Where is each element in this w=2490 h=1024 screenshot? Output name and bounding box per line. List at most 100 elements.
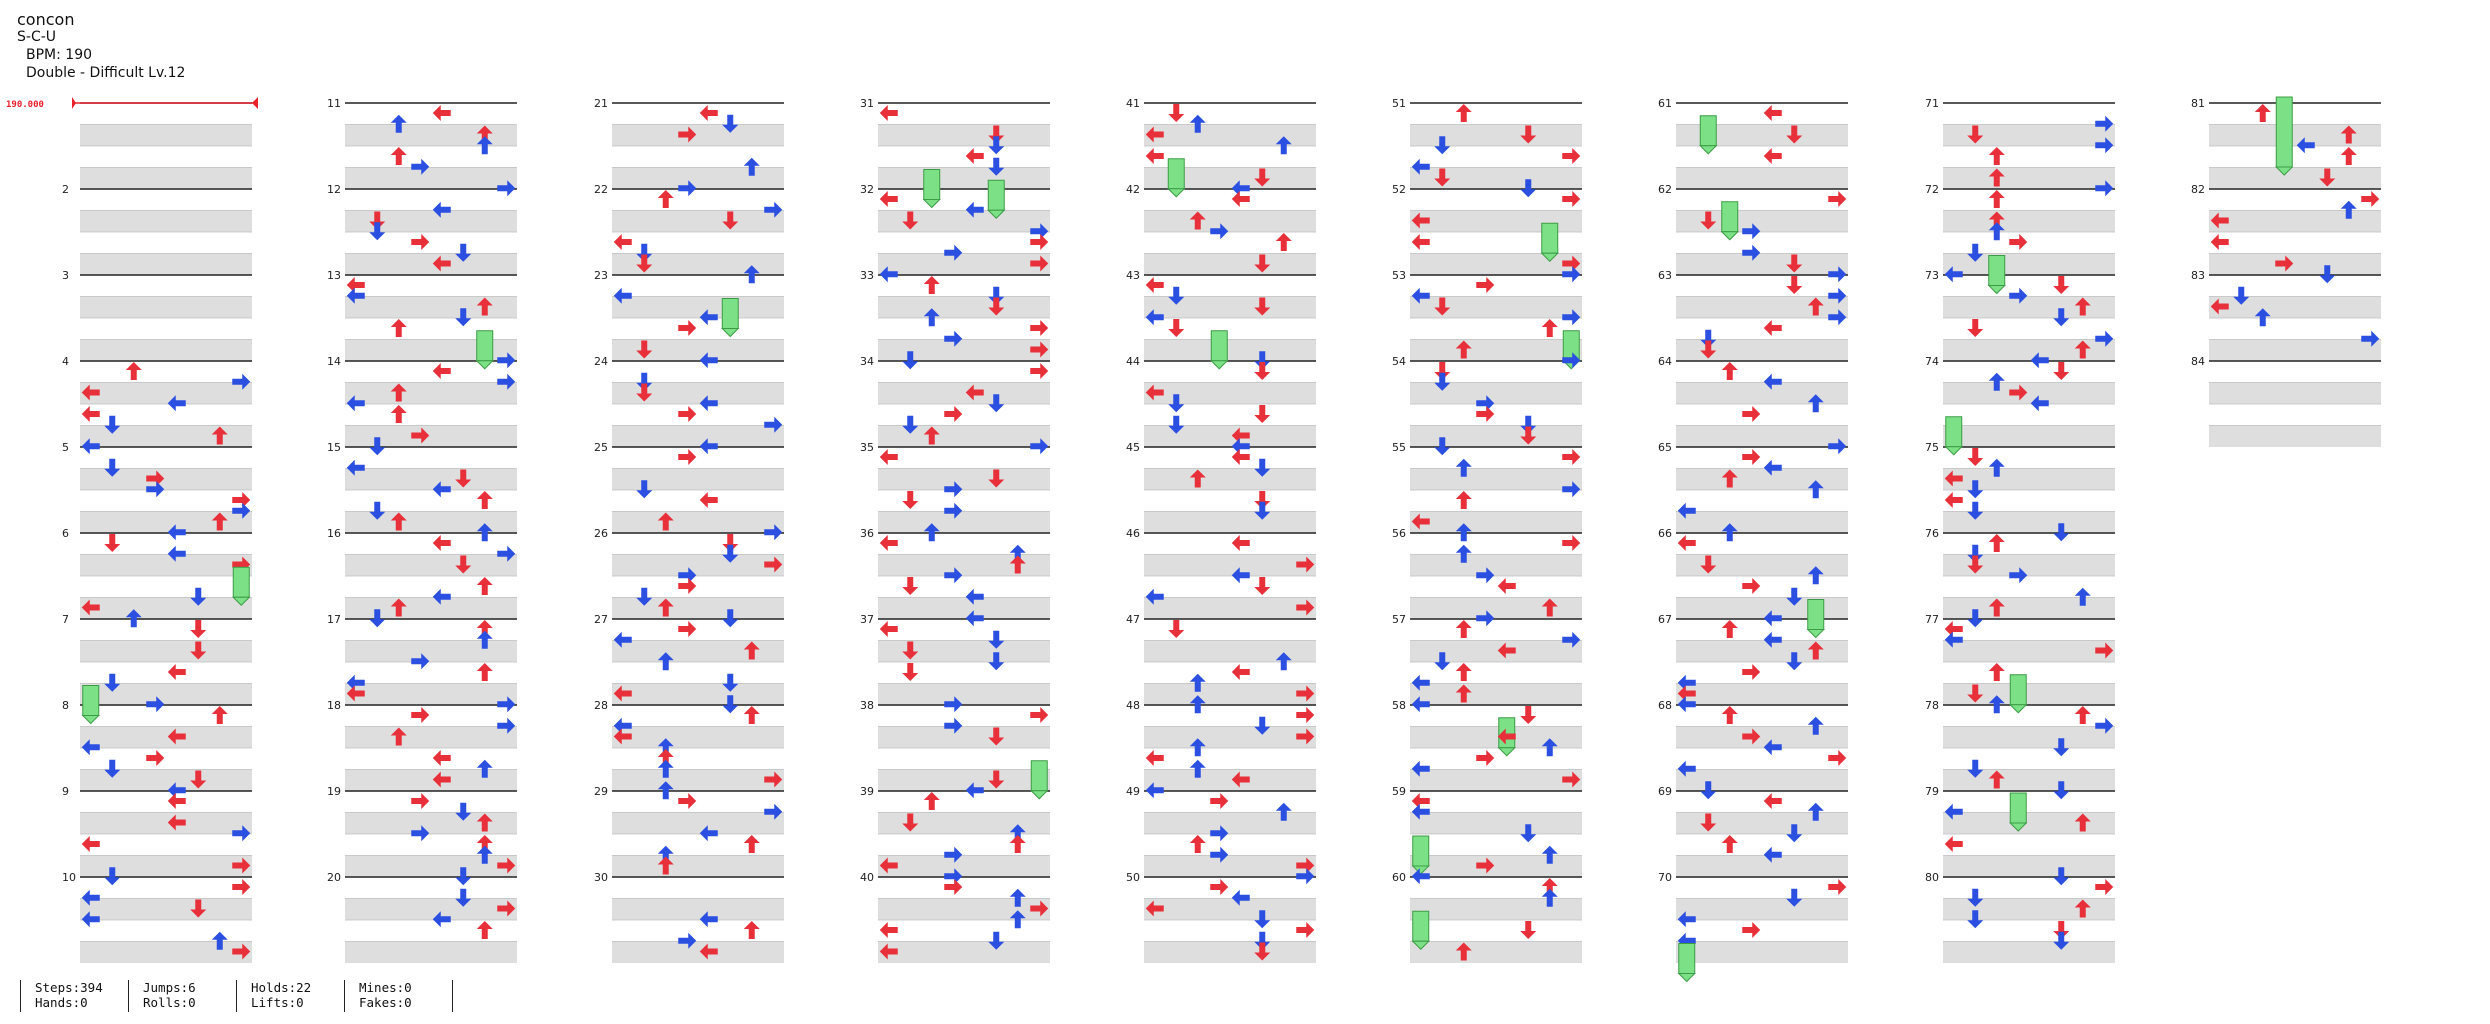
beat-stripe [1144,167,1316,189]
beat-stripe [80,425,252,447]
step-arrow [2009,234,2028,250]
hold-body [82,685,100,716]
measure-number: 33 [860,269,874,282]
beat-stripe [80,640,252,662]
beat-stripe [345,554,517,576]
hold-end [721,328,740,338]
step-arrow [1168,319,1185,337]
beat-stripe [2209,296,2381,318]
step-arrow [2053,276,2070,294]
beat-stripe [878,511,1050,533]
measure-number: 71 [1925,97,1939,110]
beat-stripe [1676,898,1848,920]
step-arrow [1763,105,1782,121]
beat-stripe [1144,468,1316,490]
beat-stripe [80,253,252,275]
beat-stripe [2209,382,2381,404]
measure-number: 4 [62,355,69,368]
step-arrow [1189,835,1206,853]
measure-number: 52 [1392,183,1406,196]
measure-number: 8 [62,699,69,712]
beat-stripe [80,726,252,748]
measure-number: 31 [860,97,874,110]
beat-stripe [612,812,784,834]
beat-stripe [80,855,252,877]
measure-number: 77 [1925,613,1939,626]
hold-end [1210,360,1229,370]
beat-stripe [80,812,252,834]
measure-number: 84 [2191,355,2205,368]
step-arrow [411,707,430,723]
measure-number: 62 [1658,183,1672,196]
step-arrow [678,449,697,465]
step-arrow [699,105,718,121]
measure-number: 67 [1658,613,1672,626]
step-arrow [1742,578,1761,594]
step-arrow [1967,319,1984,337]
measure-number: 51 [1392,97,1406,110]
beat-stripe [612,468,784,490]
step-arrow [1455,620,1472,638]
beat-stripe [1943,898,2115,920]
beat-stripe [345,382,517,404]
step-arrow [1254,577,1271,595]
beat-stripe [1144,124,1316,146]
stat-rolls: Rolls:0 [143,995,196,1010]
step-arrow [1520,706,1537,724]
measure-number: 74 [1925,355,1939,368]
measure-number: 44 [1126,355,1140,368]
measure-number: 27 [594,613,608,626]
step-arrow [879,621,898,637]
step-arrow [1742,664,1761,680]
measure-number: 7 [62,613,69,626]
step-arrow [1562,191,1581,207]
beat-stripe [1144,253,1316,275]
step-arrow [1168,620,1185,638]
beat-stripe [1943,253,2115,275]
step-arrow [146,750,165,766]
beat-stripe [1144,941,1316,963]
step-arrow [923,792,940,810]
step-arrow [1497,578,1516,594]
step-arrow [923,276,940,294]
measure-number: 22 [594,183,608,196]
step-arrow [232,879,251,895]
beat-stripe [1676,425,1848,447]
step-arrow [1742,406,1761,422]
step-arrow [476,577,493,595]
beat-stripe [80,683,252,705]
step-arrow [879,191,898,207]
beat-stripe [1943,468,2115,490]
measure-number: 64 [1658,355,1672,368]
beat-stripe [1943,167,2115,189]
step-arrow [411,793,430,809]
stat-col-holds: Holds:22 Lifts:0 [236,980,311,1012]
step-arrow [1231,191,1250,207]
measure-number: 17 [327,613,341,626]
beat-stripe [1943,941,2115,963]
beat-stripe [1410,554,1582,576]
measure-number: 19 [327,785,341,798]
step-arrow [2361,191,2380,207]
measure-number: 47 [1126,613,1140,626]
measure-number: 66 [1658,527,1672,540]
measure-number: 37 [860,613,874,626]
beat-stripe [1410,382,1582,404]
step-arrow [1476,750,1495,766]
beat-stripe [1410,296,1582,318]
measure-number: 57 [1392,613,1406,626]
hold-end [1677,973,1696,983]
beat-stripe [612,339,784,361]
beat-stripe [1144,640,1316,662]
step-arrow [1520,921,1537,939]
step-arrow [2340,147,2357,165]
beat-stripe [345,210,517,232]
beat-stripe [80,124,252,146]
step-arrow [1562,148,1581,164]
step-arrow [81,406,100,422]
step-arrow [1296,922,1315,938]
hold-end [1806,629,1825,639]
step-arrow [1721,362,1738,380]
measure-number: 45 [1126,441,1140,454]
